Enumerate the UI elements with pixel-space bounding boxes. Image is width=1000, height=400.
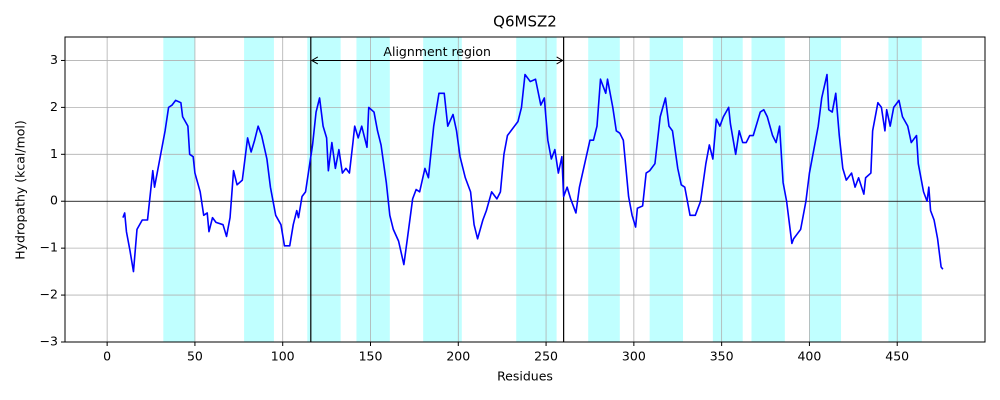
shaded-region xyxy=(751,37,785,342)
shaded-region xyxy=(588,37,620,342)
x-tick-label: 450 xyxy=(885,349,909,364)
y-tick-label: 2 xyxy=(50,99,58,114)
y-axis-label: Hydropathy (kcal/mol) xyxy=(13,120,28,260)
x-tick-label: 0 xyxy=(103,349,111,364)
annotation-text: Alignment region xyxy=(383,44,491,59)
x-tick-label: 50 xyxy=(187,349,203,364)
x-tick-label: 250 xyxy=(534,349,558,364)
shaded-region xyxy=(163,37,195,342)
hydropathy-line xyxy=(122,73,944,273)
x-tick-label: 200 xyxy=(446,349,470,364)
shaded-region xyxy=(356,37,390,342)
plot-frame xyxy=(64,36,986,343)
x-tick-label: 300 xyxy=(622,349,646,364)
y-tick-label: 0 xyxy=(50,193,58,208)
x-tick-label: 150 xyxy=(359,349,383,364)
shaded-region xyxy=(307,37,341,342)
shaded-region xyxy=(423,37,462,342)
x-tick-label: 400 xyxy=(797,349,821,364)
x-tick-label: 350 xyxy=(710,349,734,364)
arrow-head xyxy=(310,56,319,65)
chart-title: Q6MSZ2 xyxy=(493,13,557,31)
y-tick-label: −2 xyxy=(40,287,58,302)
arrow-head xyxy=(556,56,564,65)
shaded-region xyxy=(244,37,274,342)
y-tick-label: −3 xyxy=(40,334,58,349)
y-tick-label: −1 xyxy=(40,240,58,255)
x-axis-label: Residues xyxy=(497,369,553,384)
shaded-region xyxy=(809,37,842,342)
shaded-region xyxy=(649,37,684,342)
x-tick-label: 100 xyxy=(271,349,295,364)
y-tick-label: 1 xyxy=(50,146,58,161)
y-tick-label: 3 xyxy=(50,52,58,67)
shaded-region xyxy=(712,37,743,342)
shaded-region xyxy=(888,37,922,342)
